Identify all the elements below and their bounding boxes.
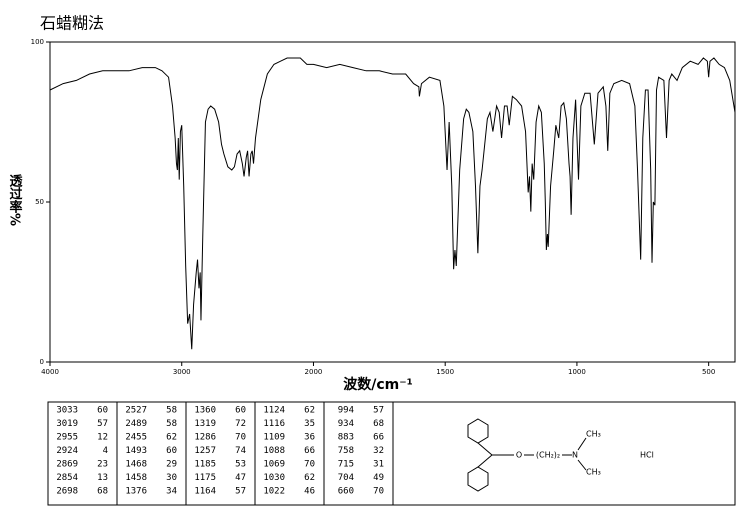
phenyl-ring <box>467 418 489 444</box>
table-cell: 2489 <box>125 419 147 429</box>
table-cell: 934 <box>338 419 354 429</box>
table-cell: 62 <box>304 473 315 483</box>
table-cell: 70 <box>373 487 384 497</box>
table-cell: 58 <box>166 419 177 429</box>
structure-label: CH₃ <box>586 430 601 439</box>
table-cell: 53 <box>235 460 246 470</box>
table-cell: 60 <box>235 406 246 416</box>
table-cell: 2455 <box>125 433 147 443</box>
x-tick-label: 500 <box>702 368 715 376</box>
table-cell: 68 <box>97 487 108 497</box>
table-cell: 1088 <box>263 446 285 456</box>
x-tick-label: 2000 <box>305 368 323 376</box>
table-cell: 70 <box>304 460 315 470</box>
bond <box>477 454 493 468</box>
table-cell: 35 <box>304 419 315 429</box>
table-cell: 72 <box>235 419 246 429</box>
table-cell: 1175 <box>194 473 216 483</box>
table-cell: 23 <box>97 460 108 470</box>
table-cell: 1185 <box>194 460 216 470</box>
table-frame <box>47 401 736 506</box>
y-tick-label: 100 <box>31 38 44 46</box>
table-cell: 4 <box>103 446 108 456</box>
table-cell: 3033 <box>56 406 78 416</box>
table-cell: 2955 <box>56 433 78 443</box>
chart-title: 石蜡糊法 <box>40 14 104 33</box>
table-cell: 68 <box>373 419 384 429</box>
y-tick-label: 50 <box>35 198 44 206</box>
table-cell: 66 <box>304 446 315 456</box>
table-cell: 57 <box>97 419 108 429</box>
structure-label: HCl <box>640 451 654 460</box>
plot-frame <box>49 41 736 363</box>
table-cell: 13 <box>97 473 108 483</box>
table-cell: 1069 <box>263 460 285 470</box>
structure-label: O <box>516 451 522 460</box>
bond <box>577 437 587 451</box>
table-cell: 2527 <box>125 406 147 416</box>
table-cell: 758 <box>338 446 354 456</box>
structure-label: CH₃ <box>586 468 601 477</box>
phenyl-ring <box>467 466 489 492</box>
table-cell: 715 <box>338 460 354 470</box>
table-cell: 3019 <box>56 419 78 429</box>
table-cell: 70 <box>235 433 246 443</box>
bond <box>477 442 493 456</box>
table-cell: 74 <box>235 446 246 456</box>
structure-label: (CH₂)₂ <box>536 451 560 460</box>
table-cell: 62 <box>166 433 177 443</box>
table-cell: 994 <box>338 406 354 416</box>
table-cell: 1360 <box>194 406 216 416</box>
table-cell: 1468 <box>125 460 147 470</box>
table-cell: 2869 <box>56 460 78 470</box>
table-cell: 1286 <box>194 433 216 443</box>
table-cell: 704 <box>338 473 354 483</box>
table-cell: 1116 <box>263 419 285 429</box>
table-cell: 1319 <box>194 419 216 429</box>
table-cell: 60 <box>97 406 108 416</box>
table-cell: 47 <box>235 473 246 483</box>
table-cell: 2698 <box>56 487 78 497</box>
table-cell: 62 <box>304 406 315 416</box>
table-cell: 1022 <box>263 487 285 497</box>
table-cell: 46 <box>304 487 315 497</box>
x-tick-label: 1000 <box>568 368 586 376</box>
table-cell: 1376 <box>125 487 147 497</box>
table-cell: 1493 <box>125 446 147 456</box>
table-cell: 1257 <box>194 446 216 456</box>
table-cell: 60 <box>166 446 177 456</box>
table-cell: 49 <box>373 473 384 483</box>
bond <box>577 459 587 471</box>
table-cell: 32 <box>373 446 384 456</box>
table-cell: 2854 <box>56 473 78 483</box>
table-cell: 1124 <box>263 406 285 416</box>
table-cell: 1458 <box>125 473 147 483</box>
spectrum-line <box>49 57 736 350</box>
y-axis-label: 透过率% <box>7 174 23 226</box>
x-tick-label: 1500 <box>436 368 454 376</box>
x-axis-label: 波数/cm⁻¹ <box>343 376 413 393</box>
structure-bonds <box>467 418 587 492</box>
table-cell: 58 <box>166 406 177 416</box>
table-cell: 36 <box>304 433 315 443</box>
table-cell: 34 <box>166 487 177 497</box>
y-tick-label: 0 <box>40 358 44 366</box>
table-cell: 660 <box>338 487 354 497</box>
table-cell: 12 <box>97 433 108 443</box>
x-tick-label: 4000 <box>41 368 59 376</box>
structure-label: N <box>572 451 578 460</box>
x-tick-label: 3000 <box>173 368 191 376</box>
table-cell: 66 <box>373 433 384 443</box>
table-cell: 31 <box>373 460 384 470</box>
table-cell: 57 <box>373 406 384 416</box>
table-cell: 1109 <box>263 433 285 443</box>
table-cell: 29 <box>166 460 177 470</box>
table-cell: 57 <box>235 487 246 497</box>
table-cell: 2924 <box>56 446 78 456</box>
table-cell: 883 <box>338 433 354 443</box>
table-cell: 1030 <box>263 473 285 483</box>
table-cell: 30 <box>166 473 177 483</box>
table-cell: 1164 <box>194 487 216 497</box>
